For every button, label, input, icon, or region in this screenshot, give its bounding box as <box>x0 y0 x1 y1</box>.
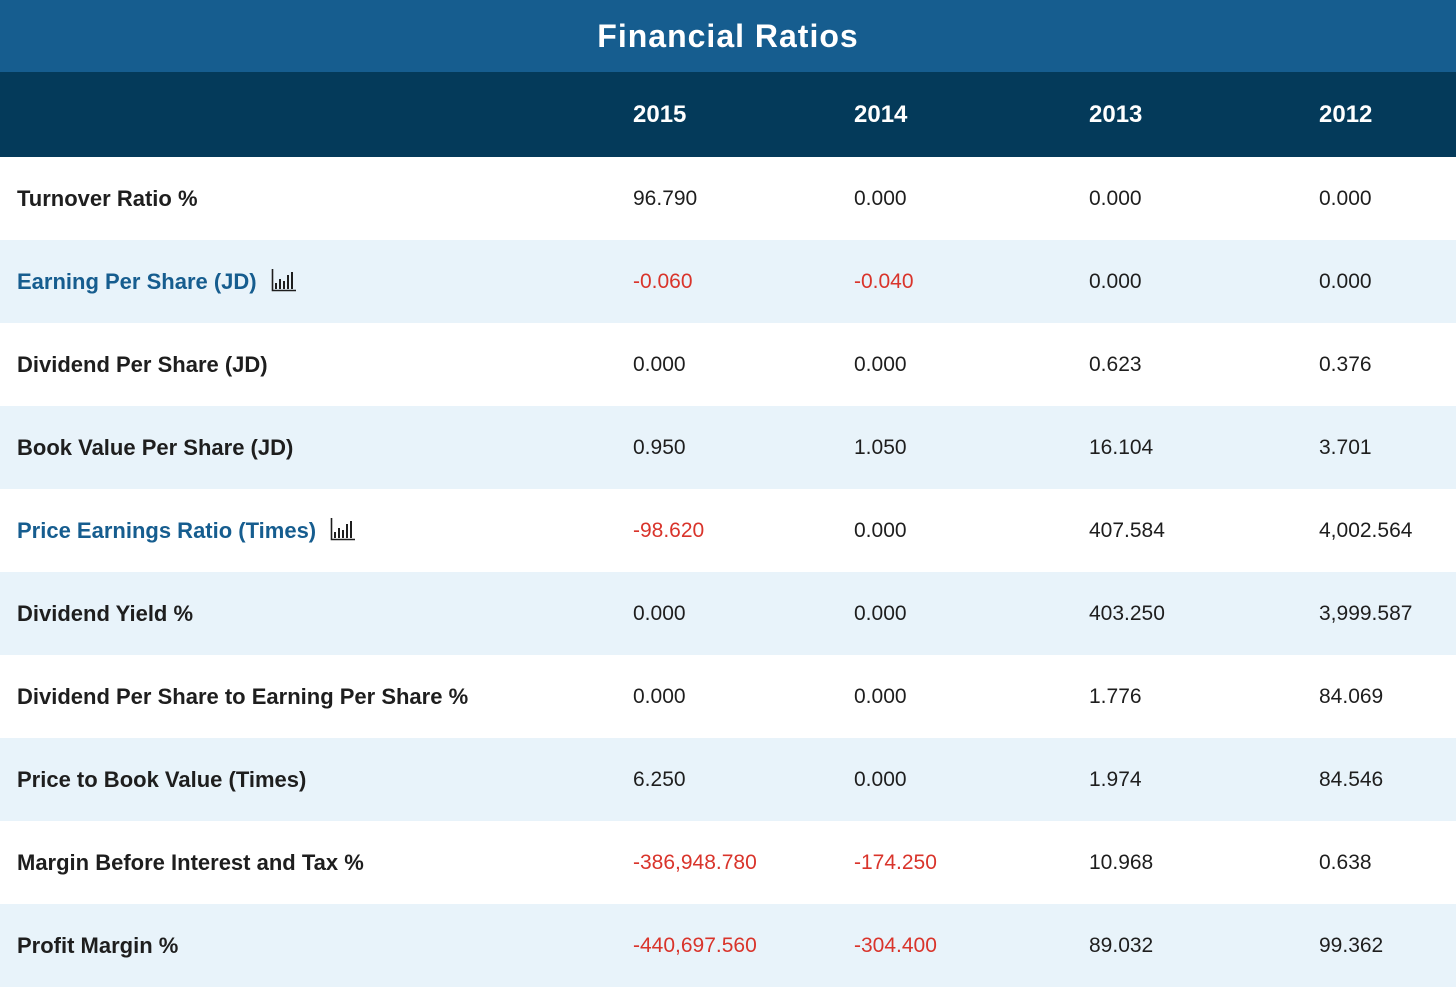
cell-2012: 0.000 <box>1319 187 1372 210</box>
cell-2013: 407.584 <box>1089 519 1165 542</box>
table-row: Dividend Per Share (JD) 0.000 0.000 0.623 0.… <box>0 323 1456 406</box>
cell-2013: 10.968 <box>1089 851 1154 874</box>
cell-2012: 99.362 <box>1319 934 1384 957</box>
year-header-2015: 2015 <box>633 101 687 128</box>
table-row: Price Earnings Ratio (Times) -98.620 0.000… <box>0 489 1456 572</box>
cell-2015: 0.000 <box>633 353 686 376</box>
cell-2012: 0.376 <box>1319 353 1372 376</box>
ratio-label-text: Dividend Yield % <box>17 601 194 626</box>
year-header-2012: 2012 <box>1319 101 1373 128</box>
ratio-label-text[interactable]: Earning Per Share (JD) <box>17 269 257 294</box>
cell-2015: -0.060 <box>633 270 693 293</box>
cell-2012: 0.638 <box>1319 851 1372 874</box>
cell-2014: 0.000 <box>854 519 907 542</box>
table-body: Turnover Ratio % 96.790 0.000 0.000 0.000 Ear… <box>0 157 1456 987</box>
table-row: Margin Before Interest and Tax % -386,948… <box>0 821 1456 904</box>
cell-2014: 0.000 <box>854 685 907 708</box>
ratio-label-text: Price to Book Value (Times) <box>17 767 307 792</box>
cell-2013: 1.974 <box>1089 768 1142 791</box>
cell-2015: 0.000 <box>633 602 686 625</box>
ratio-label: Book Value Per Share (JD) <box>17 406 293 489</box>
table-row: Book Value Per Share (JD) 0.950 1.050 16.10… <box>0 406 1456 489</box>
ratio-label: Dividend Per Share to Earning Per Share … <box>17 655 468 738</box>
table-title: Financial Ratios <box>0 0 1456 72</box>
table-row: Dividend Yield % 0.000 0.000 403.250 3,999.5… <box>0 572 1456 655</box>
cell-2014: 0.000 <box>854 768 907 791</box>
cell-2012: 3,999.587 <box>1319 602 1413 625</box>
cell-2014: 0.000 <box>854 602 907 625</box>
cell-2014: -304.400 <box>854 934 937 957</box>
cell-2014: 1.050 <box>854 436 907 459</box>
table-row: Dividend Per Share to Earning Per Share … <box>0 655 1456 738</box>
cell-2013: 16.104 <box>1089 436 1154 459</box>
cell-2012: 4,002.564 <box>1319 519 1413 542</box>
ratio-label: Margin Before Interest and Tax % <box>17 821 364 904</box>
cell-2015: -386,948.780 <box>633 851 757 874</box>
ratio-label: Turnover Ratio % <box>17 157 198 240</box>
cell-2014: -0.040 <box>854 270 914 293</box>
ratio-label-text: Margin Before Interest and Tax % <box>17 850 364 875</box>
ratio-label: Dividend Per Share (JD) <box>17 323 268 406</box>
cell-2012: 3.701 <box>1319 436 1372 459</box>
ratio-label: Dividend Yield % <box>17 572 193 655</box>
cell-2013: 89.032 <box>1089 934 1154 957</box>
ratio-label-text: Profit Margin % <box>17 933 179 958</box>
cell-2013: 1.776 <box>1089 685 1142 708</box>
table-row: Earning Per Share (JD) -0.060 -0.040 0.000 0… <box>0 240 1456 323</box>
cell-2014: 0.000 <box>854 353 907 376</box>
ratio-label-text: Dividend Per Share to Earning Per Share … <box>17 684 469 709</box>
cell-2012: 84.069 <box>1319 685 1384 708</box>
cell-2014: 0.000 <box>854 187 907 210</box>
cell-2015: 0.950 <box>633 436 686 459</box>
ratio-label-link[interactable]: Price Earnings Ratio (Times) <box>17 489 356 572</box>
cell-2013: 0.000 <box>1089 187 1142 210</box>
cell-2012: 0.000 <box>1319 270 1372 293</box>
ratio-label: Price to Book Value (Times) <box>17 738 306 821</box>
table-row: Profit Margin % -440,697.560 -304.400 89.03… <box>0 904 1456 987</box>
year-header-row: 2015 2014 2013 2012 <box>0 72 1456 157</box>
cell-2015: -440,697.560 <box>633 934 757 957</box>
ratio-label: Profit Margin % <box>17 904 178 987</box>
bar-chart-icon[interactable] <box>271 268 297 292</box>
year-header-2013: 2013 <box>1089 101 1143 128</box>
ratio-label-link[interactable]: Earning Per Share (JD) <box>17 240 297 323</box>
cell-2013: 0.000 <box>1089 270 1142 293</box>
ratio-label-text: Turnover Ratio % <box>17 186 198 211</box>
cell-2015: -98.620 <box>633 519 705 542</box>
cell-2013: 403.250 <box>1089 602 1165 625</box>
ratio-label-text[interactable]: Price Earnings Ratio (Times) <box>17 518 317 543</box>
cell-2012: 84.546 <box>1319 768 1384 791</box>
bar-chart-icon[interactable] <box>330 517 356 541</box>
year-header-2014: 2014 <box>854 101 908 128</box>
table-row: Price to Book Value (Times) 6.250 0.000 1.9… <box>0 738 1456 821</box>
ratio-label-text: Book Value Per Share (JD) <box>17 435 294 460</box>
cell-2014: -174.250 <box>854 851 937 874</box>
cell-2015: 96.790 <box>633 187 698 210</box>
cell-2015: 0.000 <box>633 685 686 708</box>
ratio-label-text: Dividend Per Share (JD) <box>17 352 268 377</box>
cell-2015: 6.250 <box>633 768 686 791</box>
cell-2013: 0.623 <box>1089 353 1142 376</box>
table-row: Turnover Ratio % 96.790 0.000 0.000 0.000 <box>0 157 1456 240</box>
